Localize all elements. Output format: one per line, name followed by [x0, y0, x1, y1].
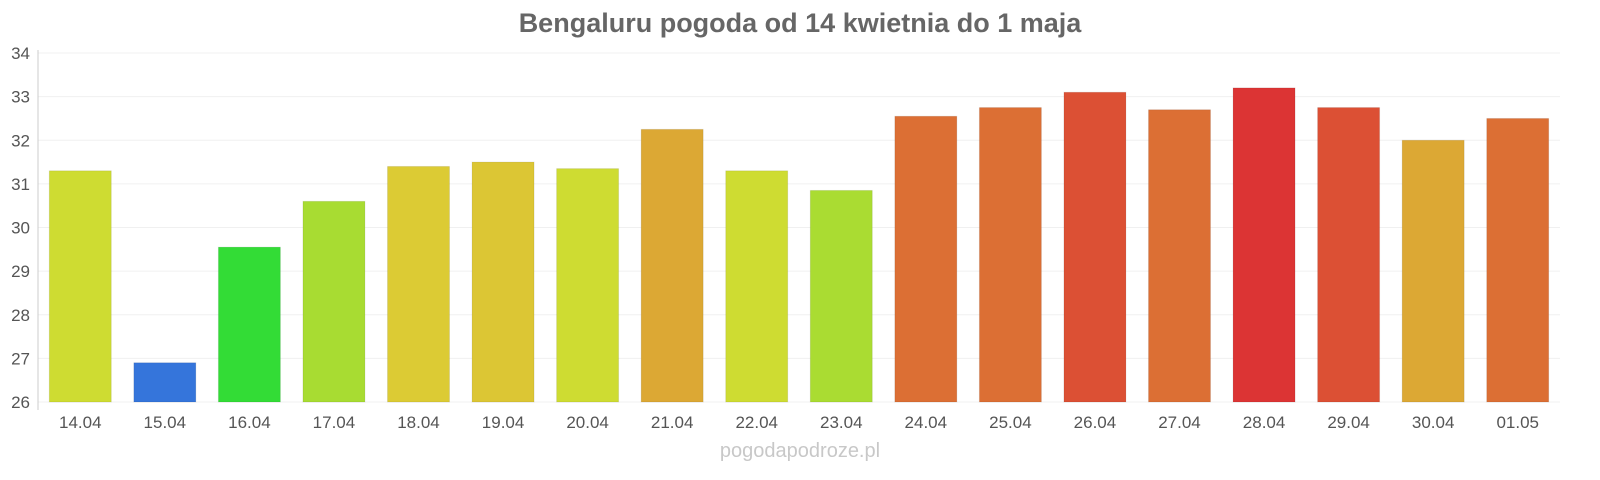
- x-tick-label: 16.04: [228, 413, 271, 432]
- bar-14.04: [48, 170, 112, 403]
- x-tick-label: 18.04: [397, 413, 440, 432]
- x-tick-label: 26.04: [1074, 413, 1117, 432]
- x-tick-label: 30.04: [1412, 413, 1455, 432]
- y-tick-label: 32: [11, 131, 30, 150]
- x-tick-label: 15.04: [144, 413, 187, 432]
- y-tick-label: 33: [11, 88, 30, 107]
- y-tick-label: 28: [11, 306, 30, 325]
- y-tick-label: 26: [11, 393, 30, 412]
- bar-27.04: [1148, 109, 1211, 403]
- bar-18.04: [387, 165, 450, 403]
- bar-chart: 26 27 28 29 30 31 32 33 34 14.04 15.04 16.04 17.04 18…: [11, 44, 1560, 432]
- y-tick-label: 29: [11, 262, 30, 281]
- bar-23.04: [809, 189, 873, 403]
- x-tick-label: 24.04: [905, 413, 948, 432]
- bar-20.04: [556, 168, 620, 403]
- bar-25.04: [978, 107, 1042, 403]
- x-tick-label: 23.04: [820, 413, 863, 432]
- x-tick-label: 01.05: [1496, 413, 1539, 432]
- bar-17.04: [302, 200, 366, 403]
- y-tick-label: 27: [11, 349, 30, 368]
- bar-24.04: [894, 115, 958, 403]
- bar-29.04: [1317, 107, 1381, 403]
- x-tick-label: 17.04: [313, 413, 356, 432]
- bar-22.04: [725, 170, 789, 403]
- bar-26.04: [1063, 91, 1127, 403]
- y-tick-label: 30: [11, 219, 30, 238]
- bar-30.04: [1401, 139, 1465, 403]
- bar-21.04: [640, 128, 704, 403]
- bar-28.04: [1232, 87, 1296, 403]
- x-tick-label: 14.04: [59, 413, 102, 432]
- bar-15.04: [133, 362, 197, 403]
- x-tick-label: 21.04: [651, 413, 694, 432]
- watermark: pogodapodroze.pl: [719, 440, 881, 462]
- chart-title: Bengaluru pogoda od 14 kwietnia do 1 maj…: [518, 8, 1082, 38]
- bar-01.05: [1486, 117, 1550, 403]
- y-tick-label: 31: [11, 175, 30, 194]
- bar-16.04: [217, 246, 281, 403]
- bar-19.04: [471, 161, 535, 403]
- y-tick-label: 34: [11, 44, 30, 63]
- x-tick-label: 19.04: [482, 413, 525, 432]
- x-tick-label: 22.04: [735, 413, 778, 432]
- x-tick-label: 25.04: [989, 413, 1032, 432]
- x-tick-label: 29.04: [1327, 413, 1370, 432]
- x-tick-label: 27.04: [1158, 413, 1201, 432]
- x-tick-label: 20.04: [566, 413, 609, 432]
- x-tick-label: 28.04: [1243, 413, 1286, 432]
